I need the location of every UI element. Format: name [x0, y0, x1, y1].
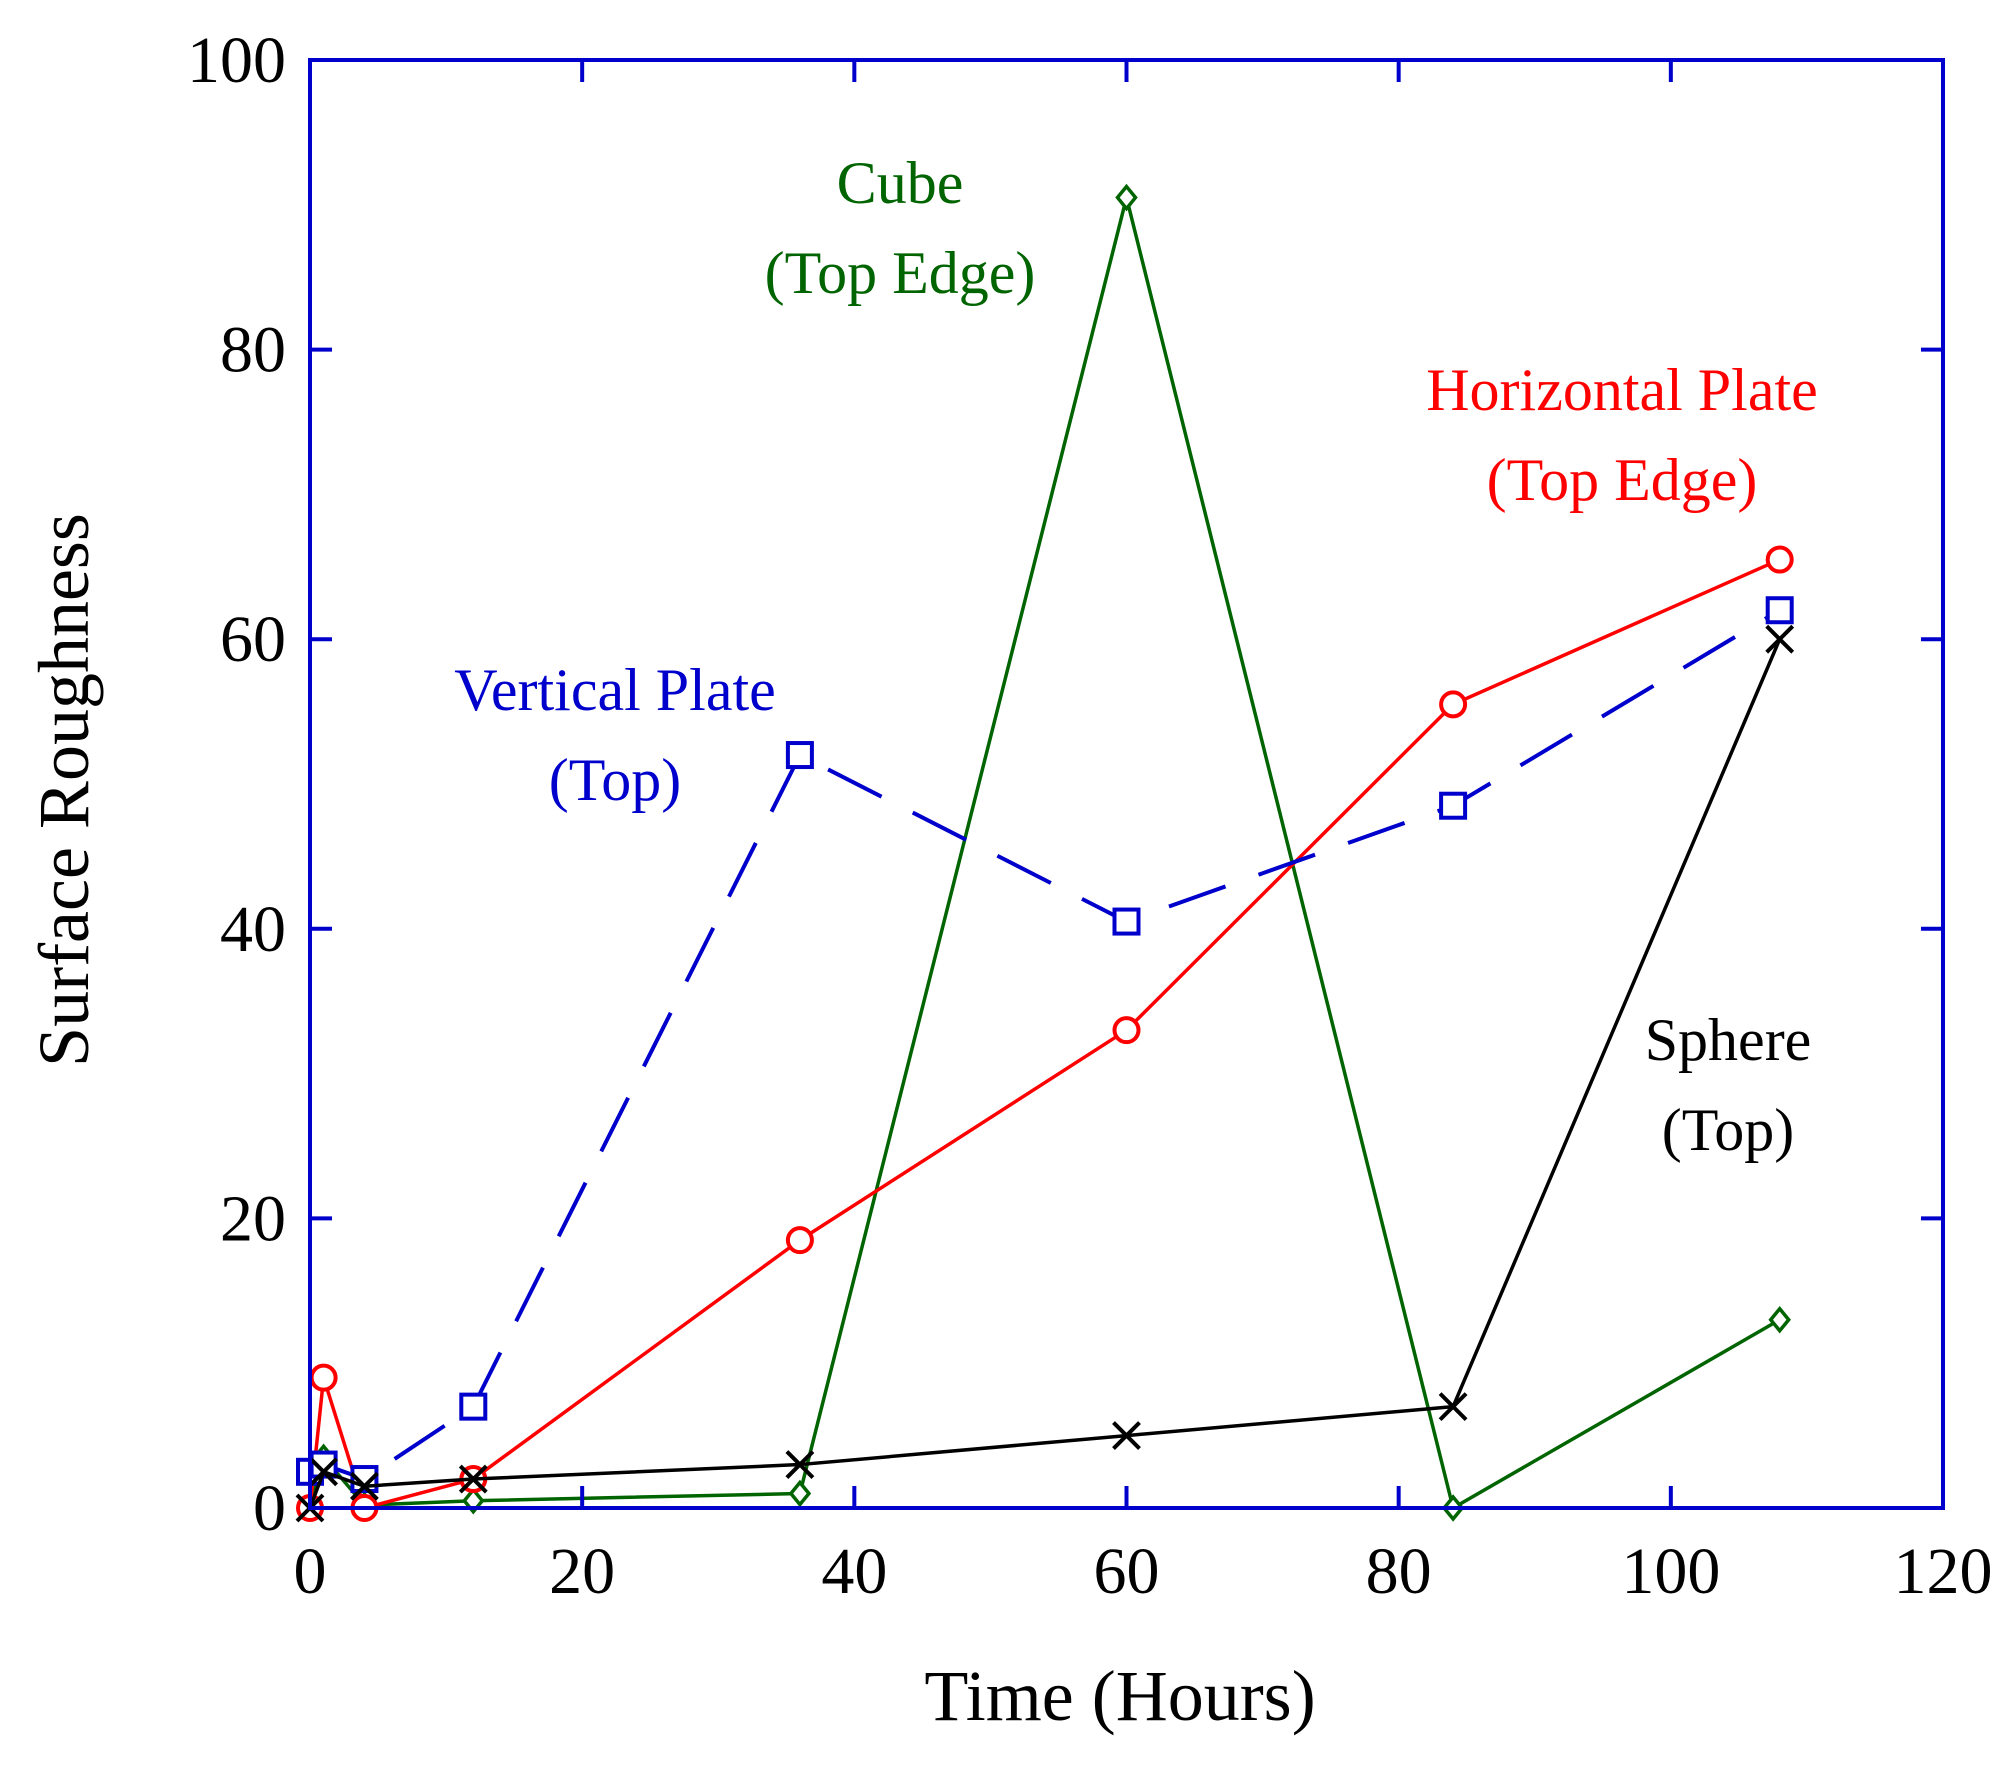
annotation-line: (Top Edge) — [765, 240, 1036, 306]
data-point-horizontal-plate-top-edge — [1112, 1016, 1141, 1045]
data-point-horizontal-plate-top-edge — [309, 1363, 338, 1392]
annotation-line: (Top Edge) — [1487, 447, 1758, 513]
x-tick-label: 80 — [1366, 1535, 1432, 1608]
annotation-horizontal-plate-top-edge: Horizontal Plate (Top Edge) — [1426, 357, 1818, 513]
y-tick-label: 0 — [253, 1472, 286, 1545]
annotation-sphere-top: Sphere (Top) — [1645, 1007, 1812, 1163]
data-point-sphere-top — [785, 1450, 815, 1479]
data-point-vertical-plate-top — [1112, 907, 1141, 936]
series-line-vertical-plate-top — [309, 608, 1781, 1482]
data-point-sphere-top — [1112, 1421, 1141, 1451]
data-point-cube-top-edge — [1115, 183, 1138, 212]
y-tick-label: 20 — [220, 1182, 286, 1255]
annotation-line: Cube — [837, 150, 964, 216]
series-sphere-top — [295, 624, 1795, 1523]
data-point-vertical-plate-top — [785, 741, 814, 770]
data-point-horizontal-plate-top-edge — [785, 1226, 814, 1255]
annotation-line: (Top) — [1662, 1097, 1794, 1163]
x-tick-label: 120 — [1894, 1535, 1993, 1608]
x-tick-label: 60 — [1094, 1535, 1160, 1608]
data-point-sphere-top — [1765, 624, 1795, 654]
series-line-sphere-top — [308, 638, 1782, 1509]
data-point-cube-top-edge — [788, 1479, 812, 1508]
data-point-sphere-top — [458, 1464, 488, 1494]
annotation-line: Sphere — [1645, 1007, 1812, 1073]
x-tick-label: 20 — [549, 1535, 615, 1608]
annotation-line: Vertical Plate — [454, 657, 776, 723]
y-tick-label: 40 — [220, 893, 286, 966]
y-tick-label: 100 — [187, 24, 286, 97]
series-line-horizontal-plate-top-edge — [308, 557, 1781, 1510]
data-point-sphere-top — [309, 1457, 339, 1487]
annotation-line: Horizontal Plate — [1426, 357, 1818, 423]
x-axis-title: Time (Hours) — [924, 1656, 1315, 1736]
y-tick-label: 60 — [220, 603, 286, 676]
annotation-vertical-plate-top: Vertical Plate (Top) — [454, 657, 776, 813]
y-tick-label: 80 — [220, 314, 286, 387]
data-point-vertical-plate-top — [459, 1392, 488, 1421]
annotation-line: (Top) — [549, 747, 681, 813]
x-tick-label: 100 — [1621, 1535, 1720, 1608]
data-point-horizontal-plate-top-edge — [1439, 690, 1468, 719]
annotation-cube-top-edge: Cube (Top Edge) — [765, 150, 1036, 306]
y-axis-title: Surface Roughness — [24, 513, 104, 1067]
data-point-cube-top-edge — [1768, 1305, 1791, 1334]
data-point-sphere-top — [350, 1471, 379, 1501]
data-point-vertical-plate-top — [1765, 596, 1794, 625]
series-vertical-plate-top — [296, 596, 1794, 1494]
x-tick-label: 0 — [294, 1535, 327, 1608]
data-point-horizontal-plate-top-edge — [1765, 545, 1794, 574]
data-point-sphere-top — [1438, 1392, 1468, 1422]
x-tick-label: 40 — [821, 1535, 887, 1608]
data-point-vertical-plate-top — [1439, 791, 1468, 820]
